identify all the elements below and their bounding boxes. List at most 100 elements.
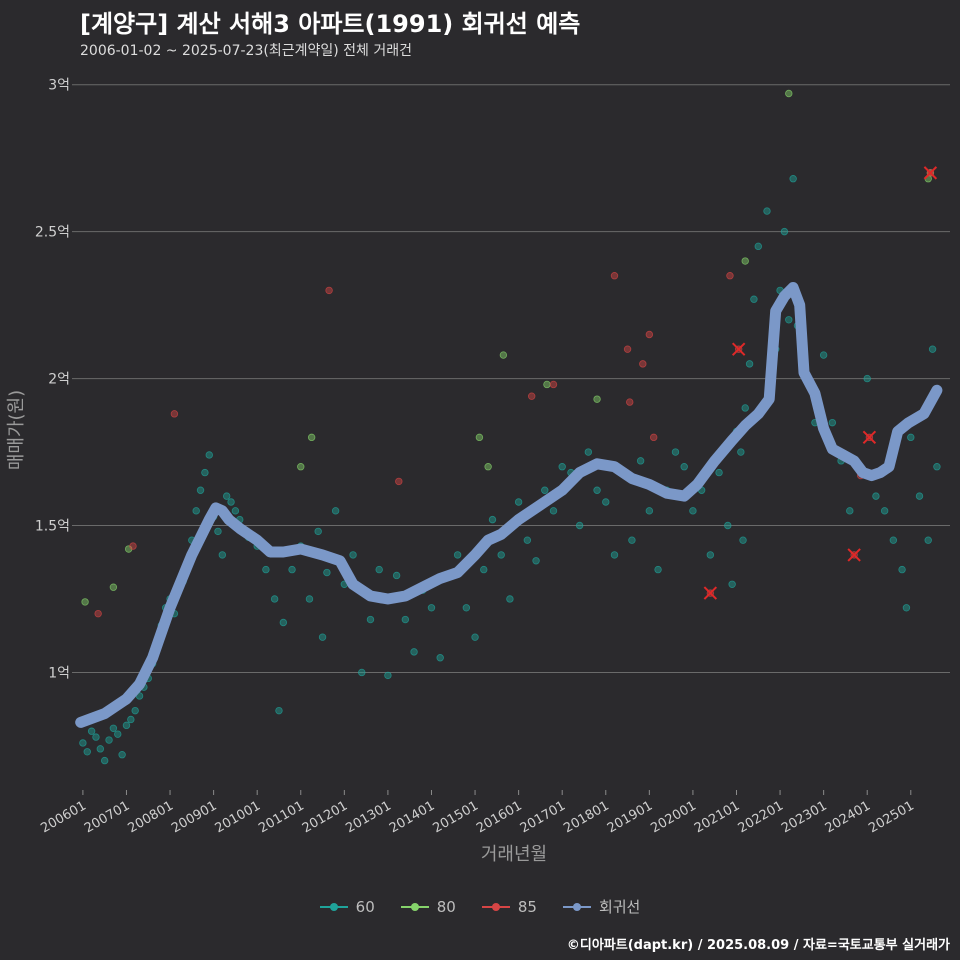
chart-subtitle: 2006-01-02 ~ 2025-07-23(최근계약일) 전체 거래건 bbox=[80, 43, 412, 59]
point-60 bbox=[270, 595, 279, 603]
point-60 bbox=[227, 498, 235, 506]
point-60 bbox=[780, 227, 789, 236]
point-80 bbox=[307, 433, 316, 442]
highlight-x-marker bbox=[862, 430, 877, 445]
point-60 bbox=[715, 468, 723, 477]
point-60 bbox=[453, 551, 462, 559]
highlight-x-marker bbox=[847, 548, 861, 562]
legend-item-s80: 80 bbox=[400, 896, 456, 917]
point-60 bbox=[366, 615, 375, 624]
point-60 bbox=[898, 565, 906, 574]
point-60 bbox=[127, 715, 135, 724]
point-85 bbox=[94, 609, 102, 618]
y-tick-label: 1억 bbox=[48, 665, 70, 681]
legend-item-s60: 60 bbox=[319, 896, 375, 917]
point-60 bbox=[401, 615, 410, 624]
point-85 bbox=[129, 542, 137, 550]
point-60 bbox=[497, 551, 505, 559]
point-60 bbox=[724, 521, 732, 530]
point-60 bbox=[275, 706, 283, 715]
point-60 bbox=[205, 451, 213, 459]
point-60 bbox=[928, 345, 937, 353]
point-60 bbox=[532, 557, 540, 565]
x-tick-label: 200601 bbox=[38, 798, 88, 836]
y-tick-label: 3억 bbox=[48, 78, 70, 94]
point-80 bbox=[475, 433, 484, 442]
point-60 bbox=[318, 633, 327, 641]
legend-label: 80 bbox=[436, 897, 456, 916]
point-60 bbox=[105, 736, 113, 744]
point-60 bbox=[902, 604, 911, 612]
point-60 bbox=[541, 486, 549, 494]
point-85 bbox=[645, 330, 654, 339]
y-tick-label: 2억 bbox=[48, 372, 70, 388]
point-80 bbox=[81, 598, 89, 606]
point-80 bbox=[741, 257, 749, 265]
point-60 bbox=[231, 507, 240, 515]
point-60 bbox=[737, 448, 745, 456]
point-60 bbox=[728, 580, 736, 588]
point-60 bbox=[392, 571, 401, 580]
point-60 bbox=[907, 433, 915, 442]
point-85 bbox=[626, 398, 634, 406]
point-60 bbox=[192, 507, 200, 515]
highlight-x-marker bbox=[923, 166, 938, 180]
legend: 60 80 85 회귀선 bbox=[0, 896, 960, 917]
point-60 bbox=[471, 633, 479, 641]
point-60 bbox=[863, 374, 871, 383]
point-60 bbox=[410, 648, 418, 656]
point-60 bbox=[789, 175, 797, 183]
y-tick-label: 2.5억 bbox=[35, 225, 70, 241]
x-tick-label: 201201 bbox=[300, 798, 350, 836]
point-60 bbox=[114, 730, 122, 738]
point-60 bbox=[549, 507, 558, 515]
point-85 bbox=[170, 410, 179, 418]
highlight-x-marker bbox=[703, 586, 718, 600]
point-60 bbox=[846, 507, 854, 515]
point-60 bbox=[288, 565, 296, 574]
point-60 bbox=[462, 604, 471, 612]
point-60 bbox=[750, 295, 758, 303]
x-tick-label: 202401 bbox=[823, 798, 873, 836]
x-tick-label: 202101 bbox=[692, 798, 742, 836]
point-60 bbox=[915, 492, 924, 500]
point-85 bbox=[527, 392, 536, 400]
point-60 bbox=[680, 463, 688, 471]
scatter-points bbox=[79, 89, 941, 765]
point-60 bbox=[122, 721, 131, 730]
point-60 bbox=[514, 498, 523, 506]
point-85 bbox=[395, 477, 403, 486]
point-60 bbox=[739, 536, 747, 544]
point-60 bbox=[628, 536, 636, 544]
point-60 bbox=[131, 706, 139, 715]
point-60 bbox=[933, 463, 941, 471]
x-tick-label: 201701 bbox=[518, 798, 568, 836]
point-85 bbox=[623, 345, 632, 353]
point-80 bbox=[785, 89, 793, 98]
point-60 bbox=[645, 507, 654, 515]
legend-label: 회귀선 bbox=[598, 898, 641, 916]
x-tick-label: 200701 bbox=[82, 798, 132, 836]
point-60 bbox=[593, 486, 601, 494]
y-gridlines bbox=[72, 84, 950, 673]
point-60 bbox=[610, 551, 619, 559]
point-80 bbox=[543, 380, 551, 389]
point-60 bbox=[636, 457, 645, 465]
y-tick-label: 1.5억 bbox=[35, 519, 70, 535]
x-tick-label: 200801 bbox=[126, 798, 176, 836]
point-85 bbox=[549, 380, 558, 389]
point-60 bbox=[305, 595, 314, 603]
legend-label: 60 bbox=[355, 897, 375, 916]
legend-swatch-icon bbox=[481, 900, 510, 914]
point-60 bbox=[201, 468, 209, 477]
x-tick-label: 201301 bbox=[343, 798, 393, 836]
x-tick-label: 201501 bbox=[431, 798, 481, 836]
legend-item-regression: 회귀선 bbox=[562, 896, 641, 917]
point-60 bbox=[654, 565, 662, 574]
point-85 bbox=[610, 272, 619, 280]
point-60 bbox=[196, 486, 205, 494]
point-60 bbox=[436, 654, 444, 662]
point-60 bbox=[575, 521, 584, 530]
point-60 bbox=[279, 618, 288, 627]
highlight-markers bbox=[703, 166, 938, 600]
